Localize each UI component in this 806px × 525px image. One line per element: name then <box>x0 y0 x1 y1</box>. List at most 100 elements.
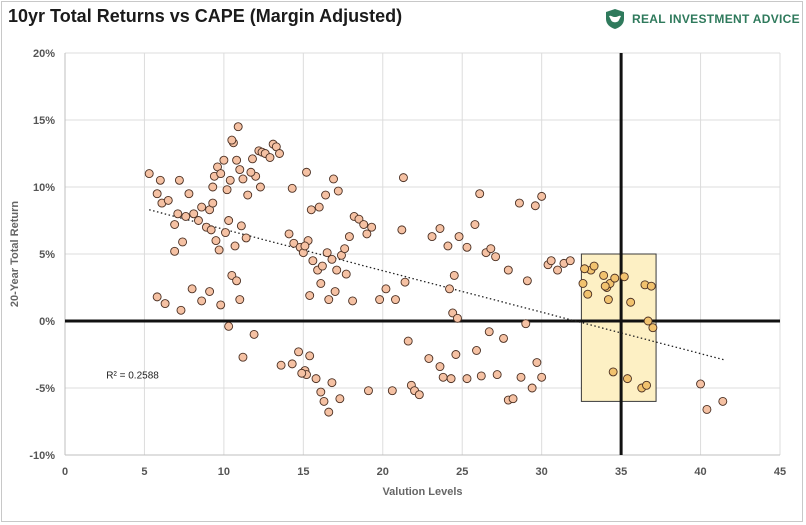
data-point <box>187 284 197 294</box>
data-point <box>454 232 464 242</box>
data-point <box>362 229 372 239</box>
data-point <box>623 374 632 384</box>
data-point <box>241 233 251 243</box>
data-point <box>249 329 259 339</box>
data-point <box>391 295 400 305</box>
data-point <box>221 228 230 238</box>
grid <box>64 52 781 456</box>
data-point <box>219 155 229 165</box>
data-point <box>208 182 218 192</box>
data-point <box>327 378 337 388</box>
data-point <box>302 167 311 177</box>
data-point <box>537 372 547 382</box>
data-point <box>565 256 575 266</box>
data-point <box>330 287 340 296</box>
data-point <box>235 165 245 175</box>
data-point <box>476 371 486 381</box>
data-point <box>427 232 437 242</box>
data-point <box>398 173 408 183</box>
brand-logo: REAL INVESTMENT ADVICE <box>604 9 800 29</box>
x-tick-label: 30 <box>536 466 548 478</box>
data-point <box>451 350 461 359</box>
r-squared-annotation: R² = 0.2588 <box>106 371 159 382</box>
data-point <box>144 169 154 179</box>
data-point <box>238 352 248 362</box>
data-point <box>316 279 326 288</box>
data-point <box>327 254 337 264</box>
data-point <box>232 155 242 165</box>
data-point <box>589 261 599 271</box>
data-point <box>516 372 526 382</box>
data-point <box>324 295 334 305</box>
data-point <box>305 291 315 300</box>
x-axis-title: Valution Levels <box>382 486 462 498</box>
data-point <box>608 367 618 377</box>
data-point <box>532 358 542 367</box>
data-point <box>225 175 235 185</box>
data-point <box>553 265 563 275</box>
data-point <box>387 386 397 396</box>
data-point <box>265 153 275 162</box>
data-point <box>521 319 531 329</box>
y-axis-title: 20-Year Total Return <box>9 201 21 307</box>
data-point <box>289 238 299 248</box>
data-point <box>646 281 656 291</box>
y-tick-label: 15% <box>33 115 55 127</box>
trendline <box>149 209 725 361</box>
data-point <box>224 216 234 225</box>
data-point <box>305 351 315 361</box>
data-point <box>329 174 338 184</box>
data-point <box>475 189 485 199</box>
data-point <box>230 241 240 251</box>
data-point <box>211 236 221 246</box>
data-point <box>324 407 334 417</box>
data-point <box>319 396 329 406</box>
data-point <box>546 256 556 266</box>
data-point <box>599 270 609 280</box>
data-point <box>348 296 358 306</box>
x-tick-label: 10 <box>218 466 230 478</box>
data-point <box>238 174 248 184</box>
data-point <box>216 300 226 310</box>
data-point <box>189 209 199 219</box>
y-tick-label: 20% <box>33 48 55 60</box>
data-point <box>294 347 304 357</box>
data-point <box>642 380 651 390</box>
data-point <box>176 305 186 315</box>
data-point <box>275 149 284 158</box>
data-point <box>445 284 454 294</box>
data-point <box>194 216 203 225</box>
data-point <box>438 372 448 382</box>
data-point <box>696 379 706 389</box>
data-point <box>375 295 385 305</box>
data-point <box>236 221 246 231</box>
data-point <box>583 289 593 299</box>
data-point <box>216 169 226 179</box>
data-point <box>527 383 537 393</box>
data-point <box>308 256 318 266</box>
data-point <box>155 175 165 185</box>
data-point <box>170 220 180 229</box>
data-point <box>503 265 513 275</box>
data-point <box>578 279 588 288</box>
data-point <box>514 198 524 208</box>
data-point <box>297 368 307 378</box>
x-tick-label: 45 <box>774 466 786 478</box>
data-point <box>314 202 324 212</box>
data-point <box>287 183 297 193</box>
data-points <box>144 122 728 417</box>
data-point <box>248 154 257 164</box>
data-point <box>610 273 620 283</box>
data-point <box>311 374 321 384</box>
data-point <box>341 269 351 279</box>
data-point <box>472 346 481 355</box>
data-point <box>435 224 445 233</box>
data-point <box>152 189 162 199</box>
y-tick-label: 0% <box>39 316 55 328</box>
data-point <box>499 333 508 343</box>
data-point <box>306 205 316 215</box>
y-tick-label: 5% <box>39 249 55 261</box>
data-point <box>537 191 547 201</box>
data-point <box>414 390 424 400</box>
